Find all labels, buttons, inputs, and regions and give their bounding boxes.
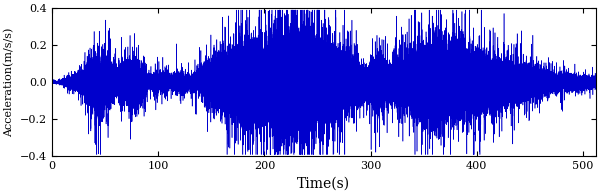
X-axis label: Time(s): Time(s) xyxy=(298,177,350,191)
Y-axis label: Acceleration(m/s/s): Acceleration(m/s/s) xyxy=(4,28,14,137)
